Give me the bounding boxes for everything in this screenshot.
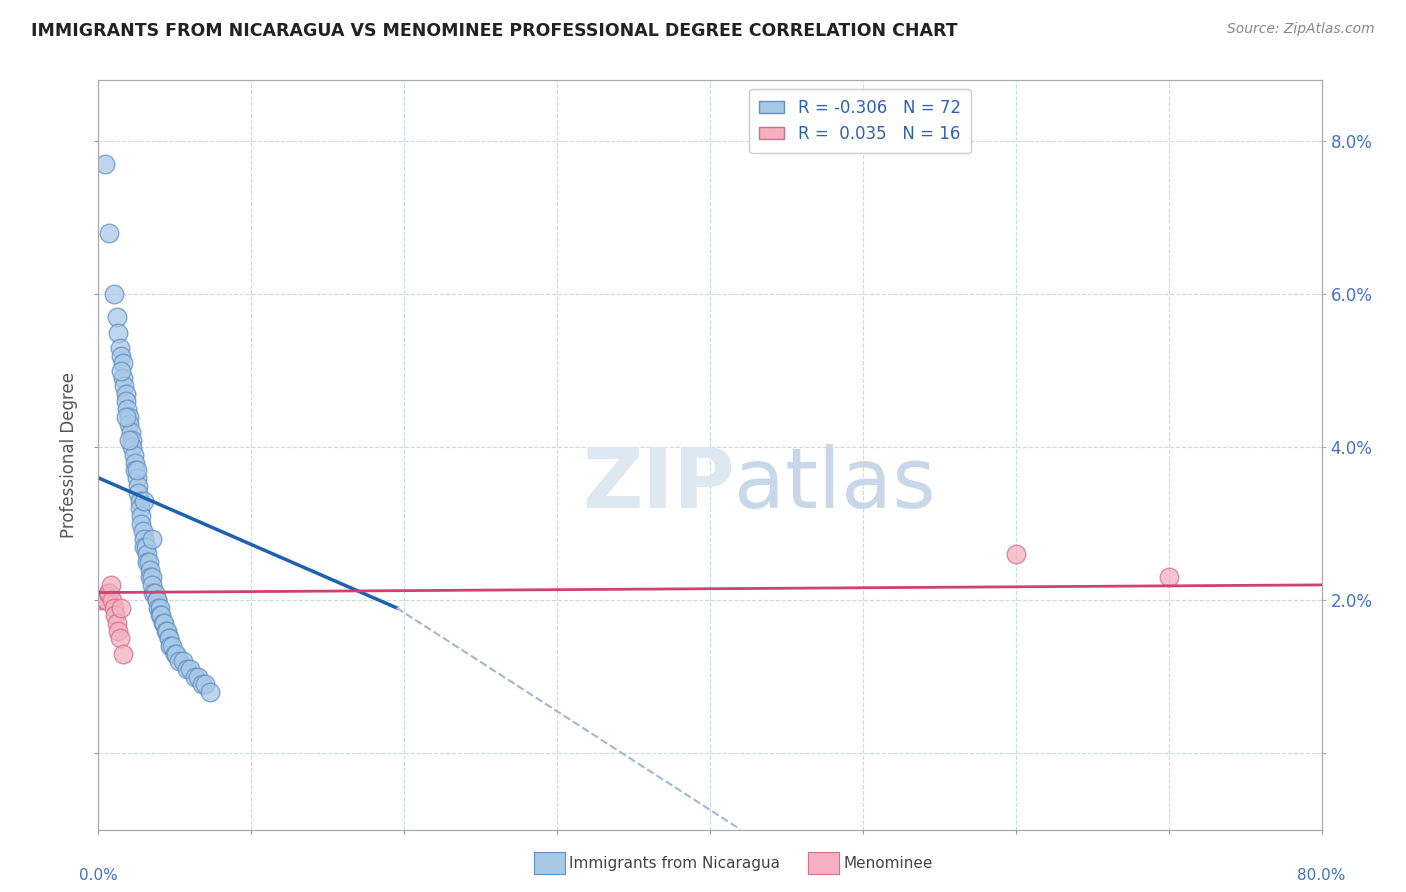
Point: [103, 287, 125, 301]
Y-axis label: Professional Degree: Professional Degree: [60, 372, 79, 538]
Point: [121, 440, 143, 454]
Point: [157, 632, 180, 646]
Point: [127, 478, 149, 492]
Point: [194, 677, 217, 691]
Point: [129, 509, 152, 524]
Point: [121, 433, 143, 447]
Point: [111, 356, 134, 370]
Point: [115, 394, 138, 409]
Point: [150, 608, 173, 623]
Point: [115, 409, 138, 424]
Point: [138, 555, 160, 569]
Point: [112, 379, 135, 393]
Point: [134, 493, 156, 508]
Point: [184, 670, 207, 684]
Point: [94, 593, 117, 607]
Point: [115, 386, 138, 401]
Legend: R = -0.306   N = 72, R =  0.035   N = 16: R = -0.306 N = 72, R = 0.035 N = 16: [749, 88, 970, 153]
Point: [149, 600, 172, 615]
Point: [142, 585, 165, 599]
Point: [134, 532, 156, 546]
Point: [172, 654, 194, 668]
Point: [103, 600, 125, 615]
Text: 80.0%: 80.0%: [1298, 869, 1346, 883]
Point: [97, 585, 120, 599]
Point: [120, 425, 142, 439]
Point: [145, 593, 167, 607]
Point: [98, 585, 121, 599]
Point: [139, 570, 162, 584]
Point: [146, 600, 169, 615]
Point: [159, 639, 181, 653]
Point: [118, 409, 141, 424]
Point: [145, 593, 167, 607]
Point: [98, 226, 121, 240]
Point: [191, 677, 214, 691]
Point: [176, 662, 198, 676]
Point: [129, 516, 152, 531]
Text: Immigrants from Nicaragua: Immigrants from Nicaragua: [569, 856, 780, 871]
Point: [132, 524, 155, 539]
Point: [110, 364, 132, 378]
Point: [141, 532, 163, 546]
Point: [105, 310, 128, 325]
Point: [104, 608, 127, 623]
Text: ZIP: ZIP: [582, 444, 734, 525]
Point: [198, 685, 221, 699]
Point: [111, 371, 134, 385]
Point: [93, 593, 115, 607]
Point: [128, 493, 150, 508]
Point: [153, 616, 176, 631]
Point: [179, 662, 201, 676]
Point: [124, 456, 146, 470]
Point: [90, 593, 112, 607]
Point: [105, 616, 128, 631]
Point: [127, 486, 149, 500]
Point: [149, 608, 172, 623]
Point: [117, 402, 139, 417]
Point: [128, 501, 150, 516]
Point: [135, 540, 157, 554]
Point: [1004, 547, 1026, 561]
Point: [110, 349, 132, 363]
Point: [143, 585, 166, 599]
Point: [165, 647, 187, 661]
Point: [108, 632, 131, 646]
Point: [93, 157, 115, 171]
Point: [141, 570, 163, 584]
Point: [141, 578, 163, 592]
Text: Menominee: Menominee: [844, 856, 934, 871]
Point: [155, 624, 177, 638]
Point: [169, 654, 191, 668]
Point: [134, 540, 156, 554]
Point: [101, 593, 124, 607]
Point: [139, 563, 162, 577]
Point: [107, 326, 129, 340]
Point: [118, 417, 141, 432]
Text: atlas: atlas: [734, 444, 936, 525]
Point: [125, 463, 148, 477]
Point: [136, 555, 159, 569]
Point: [1157, 570, 1180, 584]
Point: [152, 616, 174, 631]
Point: [107, 624, 129, 638]
Point: [160, 639, 183, 653]
Point: [118, 433, 141, 447]
Point: [157, 632, 180, 646]
Point: [100, 578, 122, 592]
Point: [122, 448, 145, 462]
Point: [125, 471, 148, 485]
Text: IMMIGRANTS FROM NICARAGUA VS MENOMINEE PROFESSIONAL DEGREE CORRELATION CHART: IMMIGRANTS FROM NICARAGUA VS MENOMINEE P…: [31, 22, 957, 40]
Point: [108, 341, 131, 355]
Point: [124, 463, 146, 477]
Point: [156, 624, 179, 638]
Text: Source: ZipAtlas.com: Source: ZipAtlas.com: [1227, 22, 1375, 37]
Point: [110, 600, 132, 615]
Point: [163, 647, 186, 661]
Point: [136, 547, 159, 561]
Point: [111, 647, 134, 661]
Point: [187, 670, 209, 684]
Text: 0.0%: 0.0%: [79, 869, 118, 883]
